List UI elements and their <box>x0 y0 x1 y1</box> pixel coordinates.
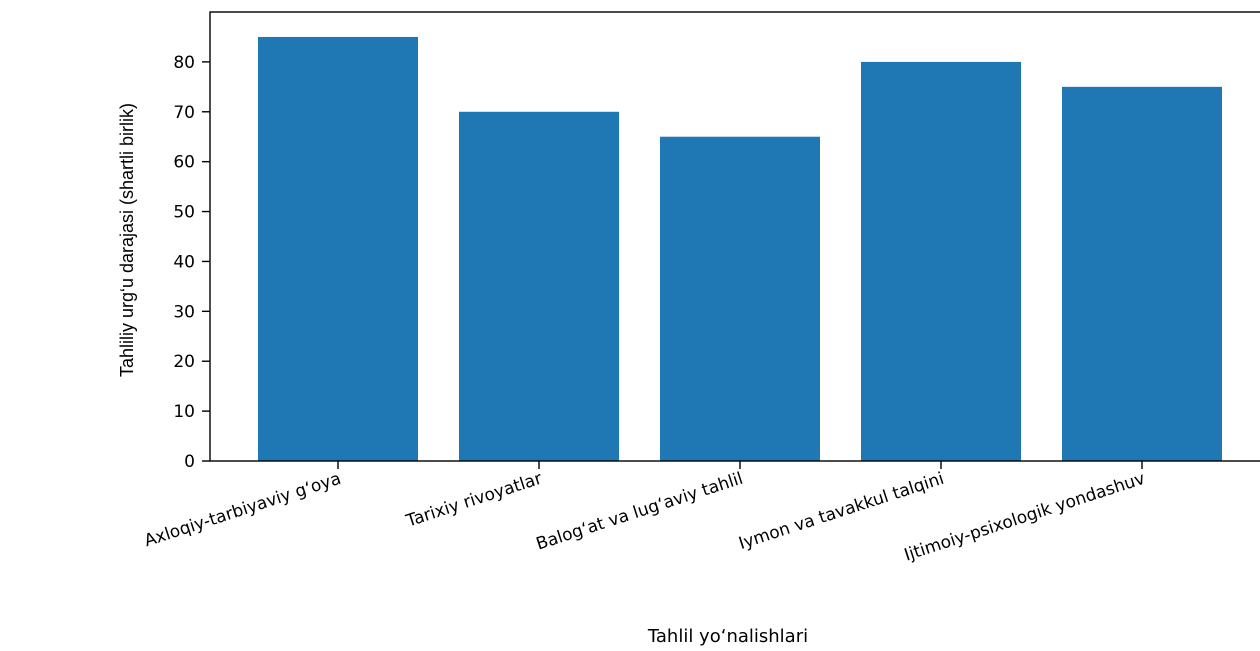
bar-3 <box>660 136 820 461</box>
y-tick-label: 10 <box>173 402 195 422</box>
y-tick-label: 80 <box>173 53 195 73</box>
y-tick-label: 0 <box>184 452 195 472</box>
y-axis-label: Tahliliy urg‘u darajasi (shartli birlik) <box>117 103 137 377</box>
x-axis: Axloqiy-tarbiyaviy g‘oya Tarixiy rivoyatl… <box>142 461 1148 566</box>
y-tick-label: 30 <box>173 302 195 322</box>
x-tick-label: Axloqiy-tarbiyaviy g‘oya <box>142 469 344 552</box>
y-tick-label: 70 <box>173 103 195 123</box>
bars <box>258 36 1222 462</box>
y-tick-label: 50 <box>173 203 195 223</box>
x-tick-label: Tarixiy rivoyatlar <box>403 469 545 532</box>
x-tick-label: Balog‘at va lug‘aviy tahlil <box>534 469 746 555</box>
y-tick-label: 40 <box>173 252 195 272</box>
bar-4 <box>861 61 1021 462</box>
y-tick-label: 20 <box>173 352 195 372</box>
bar-2 <box>459 111 619 462</box>
bar-5 <box>1062 86 1222 461</box>
x-axis-label: Tahlil yo‘nalishlari <box>647 626 808 647</box>
bar-1 <box>258 36 418 461</box>
y-axis: 0 10 20 30 40 50 60 70 80 <box>173 53 210 472</box>
y-tick-label: 60 <box>173 153 195 173</box>
plot-frame <box>209 11 1260 462</box>
